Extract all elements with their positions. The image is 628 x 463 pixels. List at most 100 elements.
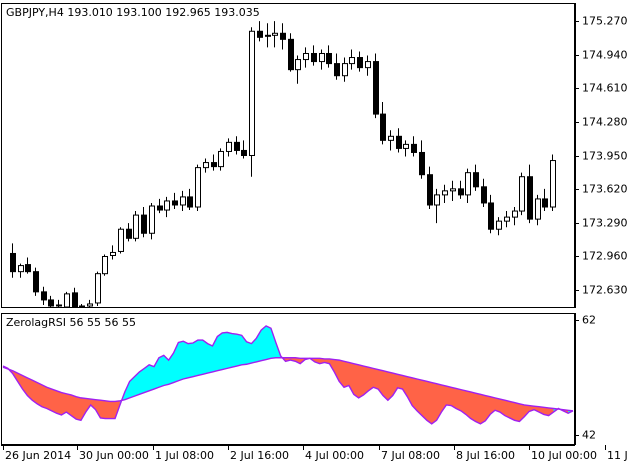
time-axis-label: 30 Jun 00:00 [79,449,149,462]
zerolag-rsi-bullish-area [119,325,286,405]
time-axis[interactable]: 26 Jun 2014 30 Jun 00:00 1 Jul 08:00 2 Jul … [1,445,628,463]
candlestick [241,140,247,159]
time-axis-label: 11 Jul 08:00 [607,449,628,462]
candlestick [133,211,139,242]
price-axis-label: 174.940 [582,48,628,62]
zerolag-rsi-bearish-area [309,358,559,424]
price-axis-tick [575,155,579,157]
candlestick [157,198,163,214]
candlestick [527,164,533,224]
candlestick [326,45,332,68]
candlestick [311,45,317,66]
time-axis-tick [303,445,304,450]
candlestick [542,188,548,212]
candlestick [195,164,201,212]
candlestick [388,130,394,151]
price-y-axis[interactable]: 175.270 174.940 174.610 174.280 173.950 173.6… [575,3,628,308]
time-axis-label: 10 Jul 00:00 [531,449,597,462]
candlestick [164,196,170,218]
indicator-axis-line [575,313,576,445]
candlestick [272,21,278,48]
time-axis-line [1,445,575,446]
time-axis-label: 8 Jul 16:00 [456,449,515,462]
candlestick [226,138,232,157]
indicator-axis-tick [575,320,579,321]
time-axis-label: 2 Jul 16:00 [230,449,289,462]
candlestick [79,303,85,307]
candlestick [419,140,425,179]
time-axis-tick [153,445,154,450]
candlestick [504,211,510,228]
candlestick [187,188,193,211]
zerolag-rsi-title: ZerolagRSI 56 55 56 55 [6,316,136,329]
candlestick [411,136,417,157]
candlestick [303,47,309,68]
candlestick [365,55,371,76]
price-axis-tick [575,222,579,224]
indicator-axis-label: 62 [582,313,596,327]
candlestick [473,164,479,191]
price-axis-tick [575,21,579,23]
candlestick [434,188,440,224]
candlestick [211,154,217,171]
time-axis-tick [605,445,606,450]
price-chart-title: GBPJPY,H4 193.010 193.100 192.965 193.03… [6,6,260,19]
candlestick [550,154,556,212]
candlestick [18,263,24,278]
candlestick [72,287,78,307]
price-axis-label: 172.960 [582,249,628,263]
price-chart-panel[interactable]: GBPJPY,H4 193.010 193.100 192.965 193.03… [1,3,575,308]
candlestick [442,184,448,203]
candlestick [257,21,263,42]
candlestick [295,55,301,84]
candlestick [87,299,93,307]
candlestick [450,180,456,201]
price-axis-label: 173.620 [582,182,628,196]
candlestick [218,148,224,171]
candlestick [180,190,186,212]
candlestick [288,33,294,72]
indicator-axis-label: 42 [582,428,596,442]
candlestick [357,51,363,72]
candlestick-series [10,21,556,307]
candlestick [519,172,525,216]
candlestick [342,57,348,82]
price-axis-label: 172.630 [582,283,628,297]
time-axis-tick [529,445,530,450]
time-axis-tick [228,445,229,450]
candlestick [488,194,494,234]
zerolag-rsi-panel[interactable]: ZerolagRSI 56 55 56 55 [1,313,575,445]
time-axis-tick [379,445,380,450]
candlestick [396,128,402,153]
candlestick [110,245,116,260]
candlestick [141,207,147,238]
price-axis-tick [575,289,579,291]
candlestick [149,202,155,240]
candlestick [465,168,471,203]
candlestick [481,178,487,208]
candlestick [380,101,386,145]
candlestick [95,271,101,306]
time-axis-label: 4 Jul 00:00 [305,449,364,462]
candlestick [427,166,433,210]
candlestick [319,49,325,70]
indicator-axis-tick [575,435,579,436]
candlestick [249,27,255,177]
zerolag-rsi-series [2,325,574,425]
indicator-y-axis[interactable]: 62 42 [575,313,628,445]
price-axis-tick [575,189,579,191]
price-axis-tick [575,121,579,123]
candlestick [126,223,132,242]
price-axis-label: 174.610 [582,81,628,95]
candlestick [280,23,286,50]
candlestick [496,217,502,236]
price-axis-tick [575,88,579,90]
candlestick [25,257,31,274]
time-axis-tick [3,445,4,450]
price-axis-label: 173.290 [582,216,628,230]
candlestick [33,267,39,296]
candlestick [118,227,124,254]
candlestick [535,194,541,226]
zerolag-rsi-fast-line [2,325,574,425]
